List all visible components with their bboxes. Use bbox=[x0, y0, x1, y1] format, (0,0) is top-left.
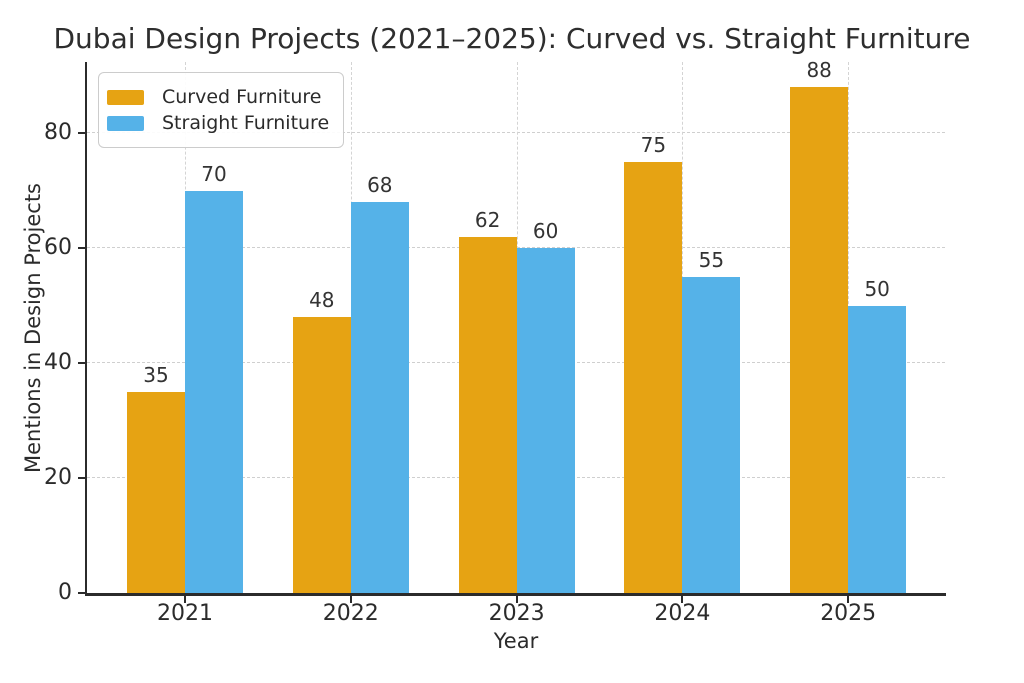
y-axis-spine bbox=[85, 62, 87, 595]
bar-curved-furniture-2024 bbox=[624, 162, 683, 593]
y-axis-label: Mentions in Design Projects bbox=[21, 183, 45, 473]
bar-straight-furniture-2022 bbox=[350, 202, 409, 593]
bar-value-label-curved-furniture-2022: 48 bbox=[309, 288, 335, 313]
x-tick-mark-2023 bbox=[515, 596, 518, 603]
y-tick-label-60: 60 bbox=[44, 235, 72, 261]
y-tick-mark-40 bbox=[78, 362, 85, 365]
y-tick-label-40: 40 bbox=[44, 350, 72, 376]
x-axis-label: Year bbox=[493, 629, 539, 653]
x-tick-mark-2022 bbox=[349, 596, 352, 603]
bar-value-label-straight-furniture-2024: 55 bbox=[698, 247, 725, 272]
bar-curved-furniture-2021 bbox=[127, 391, 185, 593]
y-tick-mark-20 bbox=[78, 477, 85, 480]
x-tick-mark-2024 bbox=[681, 596, 684, 603]
legend-swatch-curved-furniture bbox=[107, 89, 144, 105]
legend-row-straight-furniture: Straight Furniture bbox=[107, 112, 329, 134]
bar-straight-furniture-2021 bbox=[185, 190, 243, 593]
legend-row-curved-furniture: Curved Furniture bbox=[107, 86, 329, 108]
x-tick-label-2021: 2021 bbox=[157, 601, 213, 626]
bar-value-label-curved-furniture-2024: 75 bbox=[640, 133, 667, 157]
bar-value-label-straight-furniture-2022: 68 bbox=[367, 173, 393, 198]
legend-label-curved-furniture: Curved Furniture bbox=[162, 86, 322, 108]
bar-value-label-straight-furniture-2023: 60 bbox=[532, 219, 559, 244]
plot-area: 35 48 62 75 88 70 68 60 55 50 Curved Furniture Str… bbox=[87, 58, 945, 593]
legend: Curved Furniture Straight Furniture bbox=[98, 72, 345, 148]
x-tick-label-2022: 2022 bbox=[322, 601, 379, 626]
y-tick-mark-60 bbox=[78, 247, 85, 250]
bar-value-label-curved-furniture-2023: 62 bbox=[474, 207, 501, 232]
y-tick-label-80: 80 bbox=[44, 120, 72, 146]
bar-value-label-curved-furniture-2025: 88 bbox=[806, 58, 832, 83]
x-tick-label-2025: 2025 bbox=[820, 601, 877, 626]
y-tick-mark-80 bbox=[78, 132, 85, 135]
y-tick-label-20: 20 bbox=[44, 465, 72, 491]
bar-curved-furniture-2023 bbox=[458, 236, 517, 593]
chart-title: Dubai Design Projects (2021–2025): Curve… bbox=[53, 22, 971, 55]
bar-value-label-straight-furniture-2025: 50 bbox=[864, 276, 890, 301]
bar-straight-furniture-2024 bbox=[682, 276, 741, 593]
x-axis-spine bbox=[85, 593, 946, 596]
y-tick-mark-0 bbox=[78, 592, 85, 594]
x-tick-mark-2021 bbox=[184, 596, 186, 603]
bar-straight-furniture-2023 bbox=[516, 248, 575, 593]
legend-swatch-straight-furniture bbox=[107, 115, 144, 131]
y-tick-label-0: 0 bbox=[58, 580, 72, 605]
h-gridline-80 bbox=[87, 132, 945, 134]
bar-value-label-straight-furniture-2021: 70 bbox=[201, 161, 227, 186]
legend-label-straight-furniture: Straight Furniture bbox=[162, 112, 330, 134]
bar-straight-furniture-2025 bbox=[848, 305, 907, 593]
x-tick-mark-2025 bbox=[847, 596, 850, 603]
bar-curved-furniture-2025 bbox=[790, 87, 849, 593]
x-tick-label-2024: 2024 bbox=[654, 601, 711, 626]
x-tick-label-2023: 2023 bbox=[488, 601, 545, 626]
bar-curved-furniture-2022 bbox=[292, 317, 351, 593]
bar-value-label-curved-furniture-2021: 35 bbox=[143, 362, 169, 387]
